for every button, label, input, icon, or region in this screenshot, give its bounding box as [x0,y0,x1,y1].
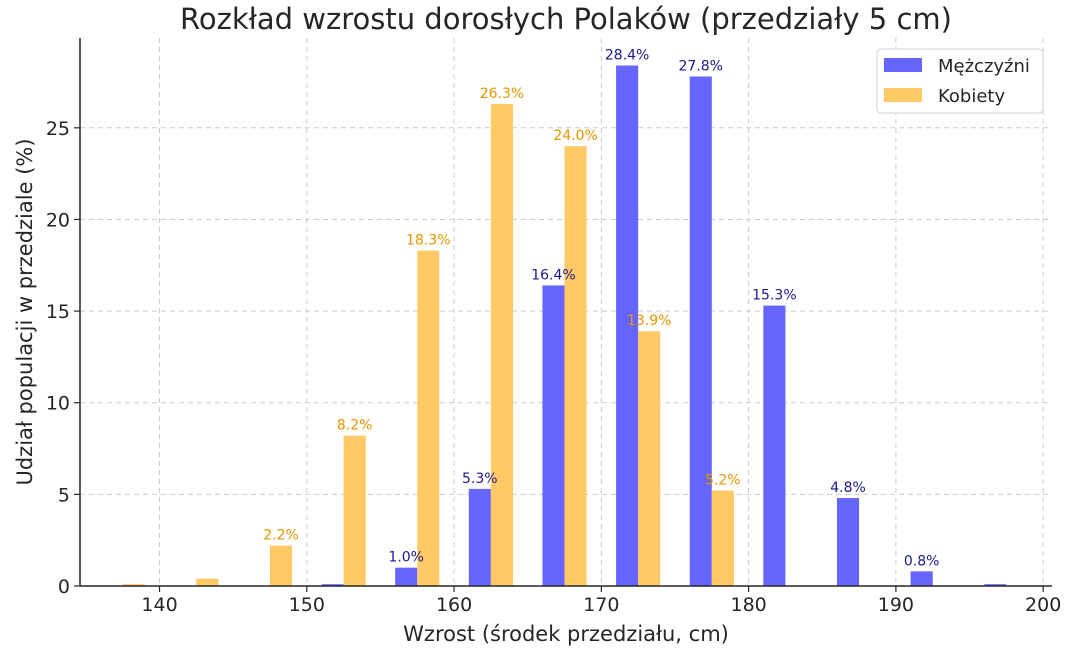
y-tick-label: 15 [46,301,70,323]
y-tick-label: 5 [58,484,70,506]
data-label-women: 24.0% [553,128,597,144]
x-tick-label: 170 [583,594,619,616]
legend-label-women: Kobiety [938,86,1005,107]
data-label-women: 26.3% [480,86,524,102]
bar-women [196,578,219,586]
y-tick-label: 0 [58,576,70,598]
x-tick-label: 160 [436,594,472,616]
bar-women [638,331,661,586]
bar-men [468,488,491,586]
data-label-women: 13.9% [627,313,671,329]
data-label-men: 16.4% [531,267,575,283]
data-label-men: 27.8% [679,58,723,74]
data-label-women: 2.2% [263,528,299,544]
x-tick-label: 140 [141,594,177,616]
chart-title: Rozkład wzrostu dorosłych Polaków (przed… [180,2,952,36]
bar-women [122,584,145,586]
legend-label-men: Mężczyźni [938,56,1030,77]
data-label-women: 18.3% [406,233,450,249]
data-label-men: 5.3% [462,471,498,487]
bar-men [836,498,860,586]
data-labels: 1.0% 5.3% 16.4% 28.4% 27.8% 15.3% 4.8% 0.8% 2.2%… [263,47,939,569]
y-tick-label: 25 [46,118,70,140]
bar-women [564,146,587,586]
bar-women [490,103,513,587]
bar-men [395,567,418,586]
bar-men [910,571,933,586]
data-label-men: 28.4% [605,47,649,63]
x-tick-label: 200 [1025,594,1061,616]
legend-swatch-women [884,88,922,102]
y-axis-label: Udział populacji w przedziale (%) [13,138,37,485]
x-tick-label: 190 [878,594,914,616]
legend-swatch-men [884,58,922,72]
data-label-women: 8.2% [337,418,373,434]
bar-men [616,65,639,586]
data-label-men: 4.8% [830,480,866,496]
y-tick-label: 20 [46,209,70,231]
bar-men [542,285,565,586]
bar-women [269,545,293,586]
bar-men [984,584,1007,586]
bars [122,65,1007,587]
bar-men [689,76,712,587]
data-label-men: 0.8% [904,553,940,569]
data-label-men: 15.3% [752,288,796,304]
data-label-women: 5.2% [705,473,741,489]
axes: 140 150 160 170 180 190 200 0 5 10 15 20 25 [46,38,1061,616]
bar-women [417,250,440,587]
bar-men [321,584,344,586]
legend: Mężczyźni Kobiety [876,48,1044,114]
x-tick-label: 180 [730,594,766,616]
data-label-men: 1.0% [388,550,424,566]
y-tick-label: 10 [46,393,70,415]
bar-women [343,435,366,586]
bar-women [711,490,734,586]
x-axis-label: Wzrost (środek przedziału, cm) [403,622,729,646]
x-tick-label: 150 [289,594,325,616]
bar-men [763,305,786,586]
